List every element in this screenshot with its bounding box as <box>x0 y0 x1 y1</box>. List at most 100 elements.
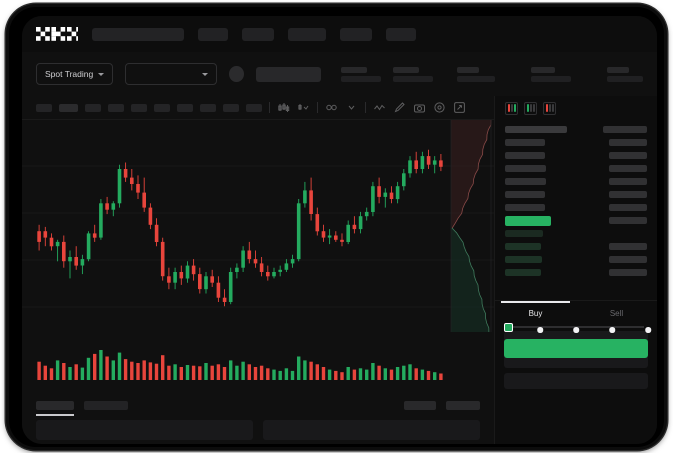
tablet-device-frame: Spot Trading <box>6 4 667 450</box>
place-order-button[interactable] <box>504 339 648 358</box>
volume-canvas <box>37 350 443 380</box>
top-navigation-bar <box>22 16 657 52</box>
order-amount-slider[interactable] <box>504 320 651 334</box>
timeframe-10[interactable] <box>246 103 262 112</box>
trading-mode-label: Spot Trading <box>45 69 94 79</box>
order-book-size-bar <box>505 165 546 172</box>
tab-buy-label: Buy <box>528 309 543 318</box>
timeframe-2-active[interactable] <box>59 103 78 112</box>
orders-panel-body <box>22 416 494 444</box>
order-book-row[interactable] <box>505 123 647 136</box>
search-input[interactable] <box>92 27 184 41</box>
orderbook-sell-icon[interactable] <box>543 101 556 115</box>
order-book-rows[interactable] <box>495 120 657 300</box>
orders-action-2[interactable] <box>446 400 480 410</box>
candlestick-chart-icon[interactable] <box>277 101 290 114</box>
trade-side-tabs: Buy Sell <box>495 300 657 326</box>
nav-item-3[interactable] <box>288 27 326 41</box>
order-book-depth-chart <box>445 120 494 348</box>
order-book-row[interactable] <box>505 149 647 162</box>
okx-logo-icon <box>36 27 78 41</box>
depth-canvas <box>450 120 493 348</box>
chevron-down-icon <box>98 72 105 76</box>
timeframe-4[interactable] <box>108 103 124 112</box>
order-book-price-value <box>609 256 647 263</box>
timeframe-1[interactable] <box>36 103 52 112</box>
trading-pair-selector[interactable] <box>125 63 218 85</box>
order-book-size-bar <box>505 243 541 250</box>
orderbook-both-icon[interactable] <box>505 101 518 115</box>
order-book-row[interactable] <box>505 201 647 214</box>
volume-histogram <box>22 332 494 394</box>
tablet-screen: Spot Trading <box>22 16 657 444</box>
order-book-and-trade-panel: Buy Sell <box>494 96 657 444</box>
order-book-row[interactable] <box>505 162 647 175</box>
chart-type-dropdown-icon[interactable] <box>297 101 310 114</box>
nav-item-1[interactable] <box>198 27 228 41</box>
price-candlestick-chart[interactable] <box>22 120 494 332</box>
slider-stop-25[interactable] <box>537 327 543 333</box>
market-sub-header: Spot Trading <box>22 52 657 96</box>
settings-icon[interactable] <box>433 101 446 114</box>
order-book-price-value <box>609 204 647 211</box>
orders-panel-tabs <box>22 394 494 416</box>
order-book-price-value <box>609 165 647 172</box>
order-book-size-bar <box>505 215 551 226</box>
order-book-row[interactable] <box>505 253 647 266</box>
order-book-size-bar <box>505 126 567 133</box>
order-book-view-toggles <box>495 96 657 120</box>
slider-stop-100[interactable] <box>645 327 651 333</box>
nav-item-5[interactable] <box>386 27 416 41</box>
orders-panel-left <box>36 420 253 440</box>
trading-mode-selector[interactable]: Spot Trading <box>36 63 114 85</box>
order-book-price-value <box>609 191 647 198</box>
slider-stop-75[interactable] <box>609 327 615 333</box>
stat-24h-high <box>393 66 433 82</box>
order-book-row[interactable] <box>505 240 647 253</box>
tab-sell[interactable]: Sell <box>576 301 657 326</box>
stat-24h-change <box>341 66 381 82</box>
slider-handle[interactable] <box>504 322 513 332</box>
order-book-size-bar <box>505 269 541 276</box>
order-book-size-bar <box>505 139 545 146</box>
timeframe-6[interactable] <box>154 103 170 112</box>
order-book-row[interactable] <box>505 266 647 279</box>
orders-action-1[interactable] <box>404 400 436 410</box>
orderbook-buy-icon[interactable] <box>524 101 537 115</box>
order-total-input[interactable] <box>504 373 648 389</box>
order-book-size-bar <box>505 230 543 237</box>
order-book-row[interactable] <box>505 214 647 227</box>
slider-stop-50[interactable] <box>573 327 579 333</box>
toolbar-divider <box>365 102 366 113</box>
order-book-row[interactable] <box>505 175 647 188</box>
okx-logo[interactable] <box>36 27 78 41</box>
toolbar-divider <box>269 102 270 113</box>
timeframe-3[interactable] <box>85 103 101 112</box>
nav-item-4[interactable] <box>340 27 372 41</box>
camera-icon[interactable] <box>413 101 426 114</box>
indicators-dropdown-icon[interactable] <box>345 101 358 114</box>
pencil-icon[interactable] <box>393 101 406 114</box>
fullscreen-icon[interactable] <box>453 101 466 114</box>
tab-order-history[interactable] <box>84 400 128 410</box>
timeframe-7[interactable] <box>177 103 193 112</box>
order-book-price-value <box>609 243 647 250</box>
order-book-row[interactable] <box>505 227 647 240</box>
tab-sell-label: Sell <box>609 309 624 318</box>
order-book-row[interactable] <box>505 188 647 201</box>
candlestick-canvas <box>22 149 494 308</box>
indicators-icon[interactable] <box>325 101 338 114</box>
tab-buy[interactable]: Buy <box>495 301 576 326</box>
timeframe-9[interactable] <box>223 103 239 112</box>
order-book-price-value <box>609 178 647 185</box>
order-book-size-bar <box>505 256 542 263</box>
stat-24h-volume <box>531 66 571 82</box>
timeframe-8[interactable] <box>200 103 216 112</box>
order-book-row[interactable] <box>505 136 647 149</box>
order-book-price-value <box>609 139 647 146</box>
line-chart-icon[interactable] <box>373 101 386 114</box>
nav-item-2[interactable] <box>242 27 274 41</box>
timeframe-5[interactable] <box>131 103 147 112</box>
tab-open-orders[interactable] <box>36 400 74 416</box>
